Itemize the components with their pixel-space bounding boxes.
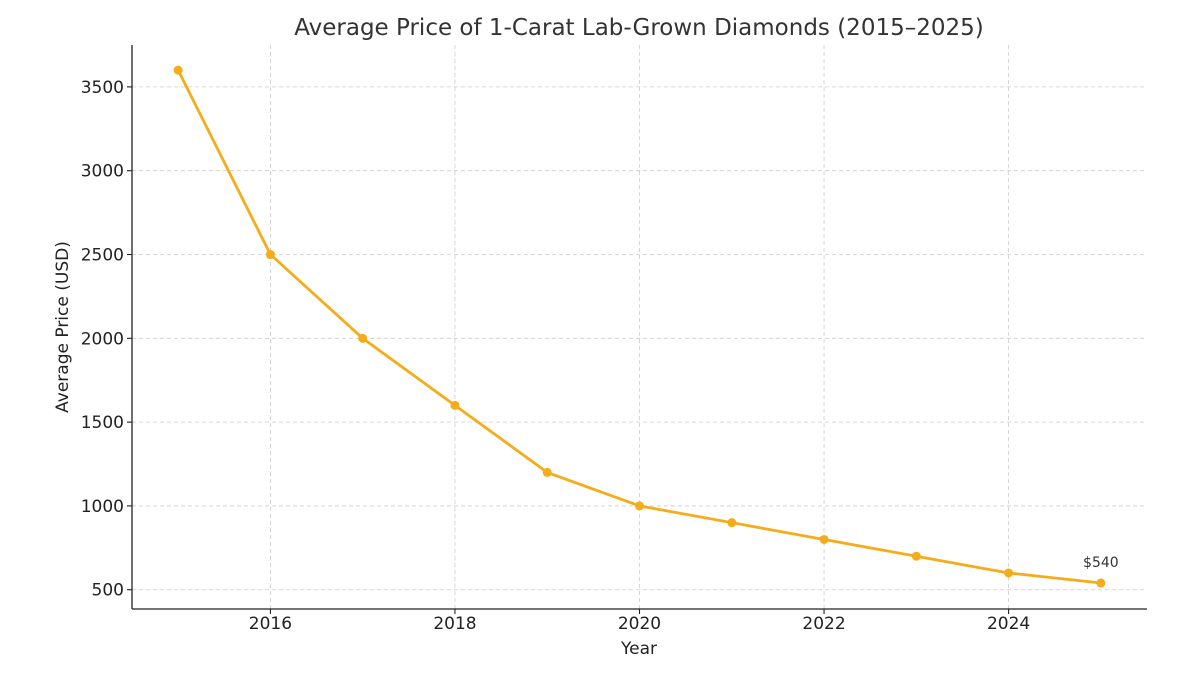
y-tick-label: 1000 — [81, 497, 124, 517]
x-axis-label: Year — [620, 639, 657, 659]
x-tick-label: 2020 — [618, 614, 661, 634]
ticks: 2016 2018 2020 2022 2024 500 1000 1500 2000 2500 3… — [81, 78, 1030, 634]
data-point — [542, 467, 552, 477]
y-tick-label: 500 — [92, 581, 124, 601]
annotations: $540 — [1083, 555, 1119, 571]
y-tick-label: 3500 — [81, 78, 124, 98]
data-point — [911, 551, 921, 561]
y-tick-label: 1500 — [81, 413, 124, 433]
data-point — [358, 333, 368, 343]
x-tick-label: 2016 — [249, 614, 292, 634]
x-tick-label: 2022 — [802, 614, 845, 634]
y-tick-label: 2500 — [81, 246, 124, 266]
data-point — [1096, 578, 1106, 588]
data-label: $540 — [1083, 555, 1119, 571]
series — [173, 65, 1106, 588]
x-tick-label: 2018 — [433, 614, 476, 634]
data-point — [173, 65, 183, 75]
data-point — [727, 518, 737, 528]
chart-title: Average Price of 1-Carat Lab-Grown Diamo… — [294, 15, 983, 41]
grid — [132, 45, 1147, 609]
data-point — [819, 534, 829, 544]
x-tick-label: 2024 — [987, 614, 1030, 634]
data-point — [635, 501, 644, 511]
y-tick-label: 2000 — [81, 329, 124, 349]
y-tick-label: 3000 — [81, 162, 124, 182]
data-point — [1004, 568, 1014, 578]
y-axis-label: Average Price (USD) — [53, 241, 73, 413]
data-point — [265, 250, 275, 260]
data-point — [450, 400, 460, 410]
